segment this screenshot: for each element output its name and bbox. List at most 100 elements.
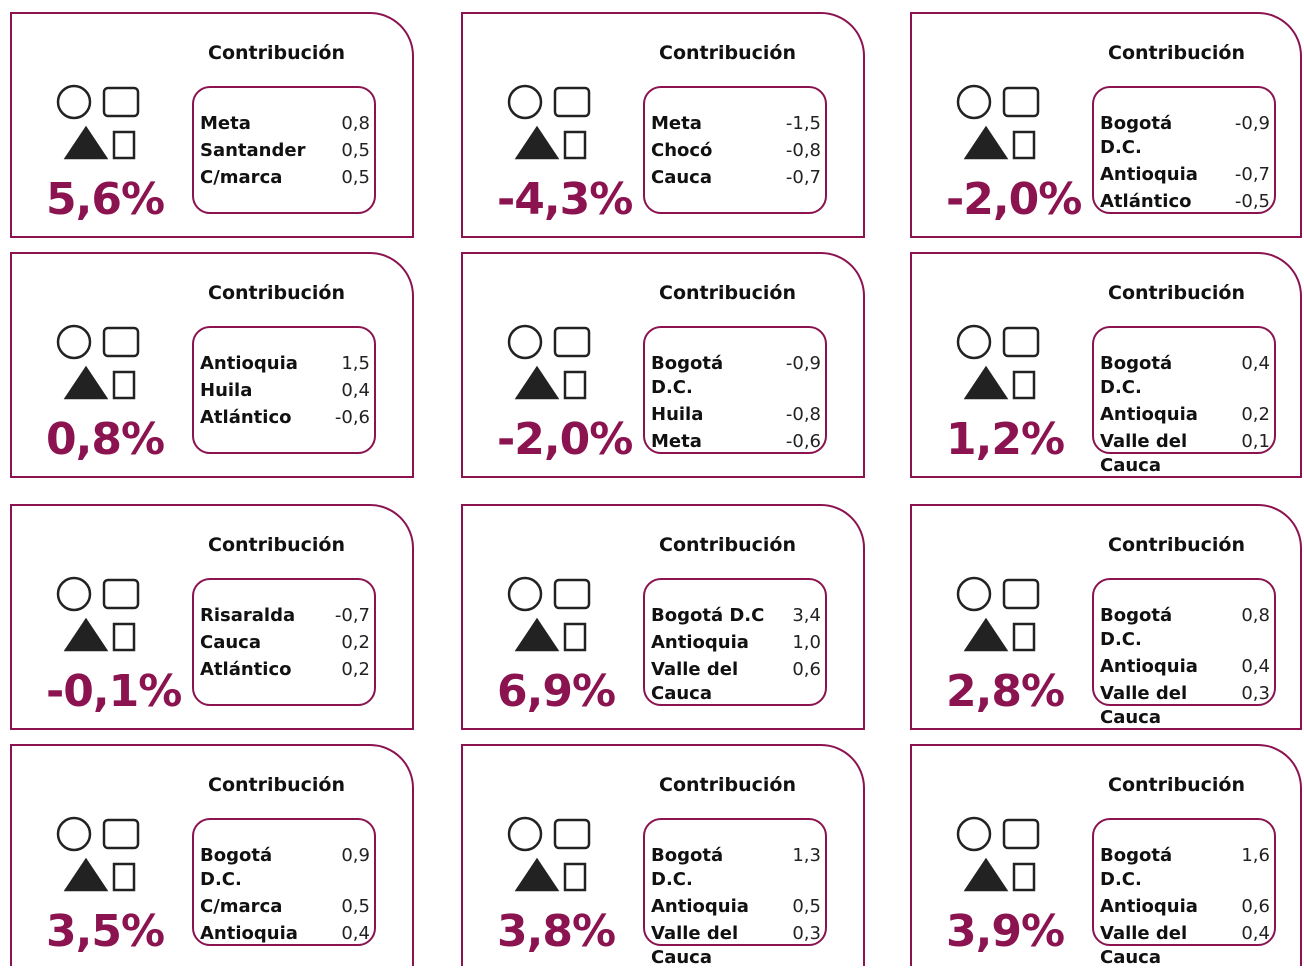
region-value: -0,8 (785, 404, 821, 425)
region-value: -1,5 (785, 113, 821, 134)
growth-value: 3,9% (946, 906, 1065, 957)
region-name: Chocó (651, 140, 713, 161)
row: Huila 0,4 (200, 379, 370, 403)
region-name: Meta (651, 431, 702, 452)
region-value: -0,6 (785, 431, 821, 452)
icon (56, 324, 140, 400)
region-value: -0,5 (1234, 191, 1270, 212)
growth-value: -2,0% (497, 414, 633, 465)
region-value: -0,8 (785, 140, 821, 161)
card: Contribución Meta -1,5 Chocó -0,8 Cauca -0,7 -4… (461, 12, 865, 238)
icon (956, 576, 1040, 652)
region-name: Bogotá D.C. (1100, 605, 1173, 650)
row: Bogotá D.C. 0,9 (200, 844, 370, 892)
row: Valle del Cauca 0,4 (1100, 922, 1270, 970)
row: Atlántico -0,6 (200, 406, 370, 430)
region-value: 0,2 (1241, 404, 1270, 425)
row: Valle del Cauca 0,3 (651, 922, 821, 970)
row: Atlántico -0,5 (1100, 190, 1270, 214)
row: Cauca -0,7 (651, 166, 821, 190)
row: Antioquia 0,4 (200, 922, 370, 946)
row: Antioquia 1,0 (651, 631, 821, 655)
card: Contribución Meta 0,8 Santander 0,5 C/marca 0,… (10, 12, 414, 238)
region-value: 0,3 (1241, 683, 1270, 704)
region-value: 0,5 (341, 140, 370, 161)
region-name: Antioquia (651, 896, 749, 917)
heading: Contribución (1108, 774, 1245, 796)
region-value: 0,8 (341, 113, 370, 134)
row: Huila -0,8 (651, 403, 821, 427)
region-value: 0,4 (1241, 923, 1270, 944)
region-name: C/marca (200, 896, 283, 917)
heading: Contribución (659, 534, 796, 556)
row: Risaralda -0,7 (200, 604, 370, 628)
icon (507, 816, 591, 892)
row: Antioquia 0,2 (1100, 403, 1270, 427)
heading: Contribución (659, 774, 796, 796)
region-value: 0,6 (792, 659, 821, 680)
region-value: 0,2 (341, 632, 370, 653)
row: C/marca 0,5 (200, 166, 370, 190)
region-name: C/marca (200, 167, 283, 188)
region-name: Bogotá D.C. (651, 845, 724, 890)
card: Contribución Bogotá D.C 3,4 Antioquia 1,0 Val… (461, 504, 865, 730)
heading: Contribución (659, 282, 796, 304)
region-value: -0,9 (1234, 113, 1270, 134)
growth-value: 0,8% (46, 414, 165, 465)
region-value: 1,5 (341, 353, 370, 374)
region-value: 0,1 (1241, 431, 1270, 452)
region-name: Bogotá D.C. (200, 845, 273, 890)
region-name: Valle del Cauca (1100, 431, 1188, 476)
heading: Contribución (208, 534, 345, 556)
icon (56, 816, 140, 892)
region-value: 1,0 (792, 632, 821, 653)
heading: Contribución (659, 42, 796, 64)
row: Antioquia 0,4 (1100, 655, 1270, 679)
region-value: -0,7 (334, 605, 370, 626)
heading: Contribución (208, 42, 345, 64)
card: Contribución Bogotá D.C. 0,8 Antioquia 0,4 Va… (910, 504, 1302, 730)
region-value: 0,8 (1241, 605, 1270, 626)
region-name: Antioquia (1100, 164, 1198, 185)
growth-value: 1,2% (946, 414, 1065, 465)
row: Bogotá D.C. -0,9 (651, 352, 821, 400)
region-value: 0,3 (792, 923, 821, 944)
region-value: -0,7 (785, 167, 821, 188)
region-name: Valle del Cauca (651, 659, 739, 704)
contribution-box: Meta -1,5 Chocó -0,8 Cauca -0,7 (643, 86, 827, 214)
icon (507, 84, 591, 160)
row: Valle del Cauca 0,1 (1100, 430, 1270, 478)
growth-value: 3,5% (46, 906, 165, 957)
region-value: 0,2 (341, 659, 370, 680)
card: Contribución Bogotá D.C. 1,3 Antioquia 0,5 Va… (461, 744, 865, 968)
region-name: Antioquia (1100, 404, 1198, 425)
region-name: Bogotá D.C. (1100, 113, 1173, 158)
region-value: 0,4 (1241, 656, 1270, 677)
heading: Contribución (208, 282, 345, 304)
region-name: Antioquia (651, 632, 749, 653)
region-value: 0,4 (341, 923, 370, 944)
region-name: Atlántico (1100, 191, 1192, 212)
region-name: Huila (200, 380, 253, 401)
region-name: Bogotá D.C. (1100, 845, 1173, 890)
card: Contribución Bogotá D.C. 0,4 Antioquia 0,2 Va… (910, 252, 1302, 478)
region-value: 0,6 (1241, 896, 1270, 917)
region-name: Antioquia (200, 923, 298, 944)
contribution-box: Bogotá D.C. -0,9 Antioquia -0,7 Atlántico -0,… (1092, 86, 1276, 214)
contribution-box: Risaralda -0,7 Cauca 0,2 Atlántico 0,2 (192, 578, 376, 706)
card: Contribución Bogotá D.C. 1,6 Antioquia 0,6 Va… (910, 744, 1302, 968)
row: Meta 0,8 (200, 112, 370, 136)
region-value: 0,5 (341, 167, 370, 188)
row: Antioquia 0,5 (651, 895, 821, 919)
icon (56, 84, 140, 160)
region-value: 1,6 (1241, 845, 1270, 866)
region-value: 1,3 (792, 845, 821, 866)
region-value: 3,4 (792, 605, 821, 626)
row: Atlántico 0,2 (200, 658, 370, 682)
growth-value: 3,8% (497, 906, 616, 957)
row: Antioquia 0,6 (1100, 895, 1270, 919)
region-value: 0,9 (341, 845, 370, 866)
contribution-box: Meta 0,8 Santander 0,5 C/marca 0,5 (192, 86, 376, 214)
contribution-box: Bogotá D.C. 1,3 Antioquia 0,5 Valle del Cauc… (643, 818, 827, 968)
region-name: Bogotá D.C. (651, 353, 724, 398)
